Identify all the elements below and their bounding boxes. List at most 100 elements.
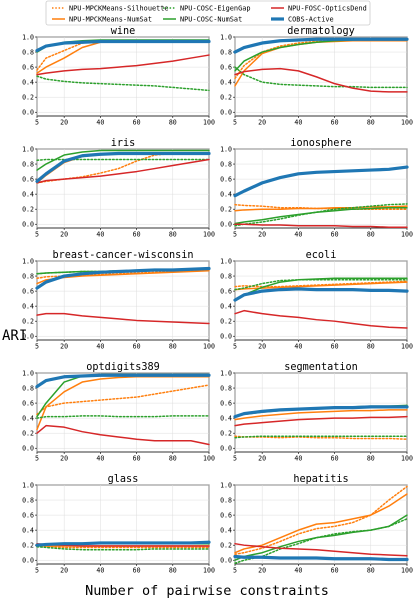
series-line-npu-mpckmeans-numsat xyxy=(234,205,408,212)
x-tick-label: 100 xyxy=(401,567,413,575)
y-tick-label: 0.0 xyxy=(22,109,34,117)
y-tick-label: 0.6 xyxy=(220,511,232,519)
series-line-npu-cosc-eigengap xyxy=(36,545,210,551)
panel-title: glass xyxy=(108,474,139,485)
y-tick-label: 0.2 xyxy=(22,205,34,213)
y-tick-label: 1.0 xyxy=(22,145,34,153)
y-tick-label: 0.4 xyxy=(220,526,232,534)
x-tick-label: 5 xyxy=(35,231,39,239)
x-tick-label: 40 xyxy=(294,455,302,463)
x-tick-label: 60 xyxy=(133,567,141,575)
x-tick-label: 5 xyxy=(233,231,237,239)
series-line-cobs-active xyxy=(35,151,211,183)
x-tick-label: 40 xyxy=(294,343,302,351)
series-line-npu-fosc-opticsdend xyxy=(36,312,210,325)
x-tick-label: 80 xyxy=(169,455,177,463)
y-tick-label: 0.4 xyxy=(22,526,34,534)
y-tick-label: 0.8 xyxy=(22,48,34,56)
series-line-npu-fosc-opticsdend xyxy=(36,424,210,446)
y-tick-label: 0.2 xyxy=(220,429,232,437)
x-tick-label: 100 xyxy=(203,567,215,575)
x-tick-label: 5 xyxy=(35,567,39,575)
x-tick-label: 100 xyxy=(401,231,413,239)
panel-glass: glass 0.0 0.2 0.4 0.6 0.8 1.0 5 20 40 60 80 100 xyxy=(22,474,215,575)
y-tick-label: 0.6 xyxy=(220,399,232,407)
y-tick-label: 0.2 xyxy=(22,429,34,437)
y-tick-label: 0.8 xyxy=(22,384,34,392)
y-tick-label: 0.6 xyxy=(220,63,232,71)
y-tick-label: 0.0 xyxy=(220,445,232,453)
series-line-cobs-active xyxy=(233,554,409,562)
y-tick-label: 1.0 xyxy=(220,369,232,377)
x-tick-label: 20 xyxy=(60,343,68,351)
panel-ecoli: ecoli 0.0 0.2 0.4 0.6 0.8 1.0 5 20 40 60 80 100 xyxy=(220,250,413,351)
y-tick-label: 1.0 xyxy=(220,33,232,41)
series-line-npu-fosc-opticsdend xyxy=(234,542,408,557)
y-tick-label: 0.8 xyxy=(22,272,34,280)
series-line-npu-mpckmeans-silhouette xyxy=(36,545,210,549)
panel-breast-cancer-wisconsin: breast-cancer-wisconsin 0.0 0.2 0.4 0.6 0.8 1.… xyxy=(22,250,215,351)
y-tick-label: 0.6 xyxy=(22,511,34,519)
series-line-npu-cosc-eigengap xyxy=(36,415,210,419)
x-tick-label: 100 xyxy=(401,343,413,351)
x-tick-label: 100 xyxy=(203,455,215,463)
y-tick-label: 0.6 xyxy=(22,63,34,71)
x-tick-label: 80 xyxy=(367,567,375,575)
x-tick-label: 80 xyxy=(169,567,177,575)
x-tick-label: 20 xyxy=(60,567,68,575)
y-tick-label: 0.0 xyxy=(22,333,34,341)
y-tick-label: 0.0 xyxy=(22,445,34,453)
series-line-cobs-active xyxy=(35,39,211,53)
x-tick-label: 60 xyxy=(331,567,339,575)
y-tick-label: 0.0 xyxy=(22,557,34,565)
x-tick-label: 40 xyxy=(96,455,104,463)
series-line-cobs-active xyxy=(35,540,211,547)
legend-frame xyxy=(45,0,371,26)
x-tick-label: 100 xyxy=(203,231,215,239)
x-tick-label: 40 xyxy=(96,343,104,351)
y-tick-label: 0.0 xyxy=(220,109,232,117)
y-tick-label: 1.0 xyxy=(22,33,34,41)
y-tick-label: 1.0 xyxy=(22,257,34,265)
plot-area xyxy=(36,484,210,565)
y-tick-label: 1.0 xyxy=(22,369,34,377)
series-line-cobs-active xyxy=(233,165,409,198)
y-tick-label: 0.2 xyxy=(220,541,232,549)
x-tick-label: 80 xyxy=(169,343,177,351)
series-line-npu-cosc-numsat xyxy=(234,206,408,225)
x-tick-label: 80 xyxy=(367,343,375,351)
x-tick-label: 60 xyxy=(133,455,141,463)
y-tick-label: 1.0 xyxy=(22,481,34,489)
x-tick-label: 20 xyxy=(258,119,266,127)
x-tick-label: 20 xyxy=(258,567,266,575)
x-tick-label: 20 xyxy=(60,231,68,239)
x-tick-label: 100 xyxy=(401,455,413,463)
x-tick-label: 80 xyxy=(367,455,375,463)
x-tick-label: 40 xyxy=(96,231,104,239)
y-tick-label: 0.4 xyxy=(22,78,34,86)
panel-title: iris xyxy=(111,138,136,149)
y-tick-label: 0.8 xyxy=(220,496,232,504)
x-tick-label: 40 xyxy=(294,567,302,575)
x-tick-label: 40 xyxy=(96,567,104,575)
y-tick-label: 0.0 xyxy=(220,221,232,229)
plot-area xyxy=(234,148,408,229)
panel-hepatitis: hepatitis 0.0 0.2 0.4 0.6 0.8 1.0 5 20 40 60 80 100 xyxy=(220,474,413,575)
y-tick-label: 0.2 xyxy=(22,317,34,325)
x-tick-label: 5 xyxy=(35,343,39,351)
y-tick-label: 0.2 xyxy=(220,205,232,213)
y-tick-label: 0.6 xyxy=(22,175,34,183)
series-line-cobs-active xyxy=(233,287,409,302)
x-tick-label: 80 xyxy=(169,119,177,127)
legend-label-npu-mpckmeans-silhouette: NPU-MPCKMeans-Silhouette xyxy=(69,4,169,12)
plot-area xyxy=(36,36,210,117)
series-line-cobs-active xyxy=(233,37,409,54)
x-tick-label: 5 xyxy=(233,343,237,351)
series-line-npu-mpckmeans-silhouette xyxy=(234,203,408,210)
y-tick-label: 0.4 xyxy=(220,78,232,86)
x-tick-label: 40 xyxy=(96,119,104,127)
series-line-npu-fosc-opticsdend xyxy=(36,54,210,76)
y-tick-label: 1.0 xyxy=(220,481,232,489)
x-tick-label: 40 xyxy=(294,231,302,239)
